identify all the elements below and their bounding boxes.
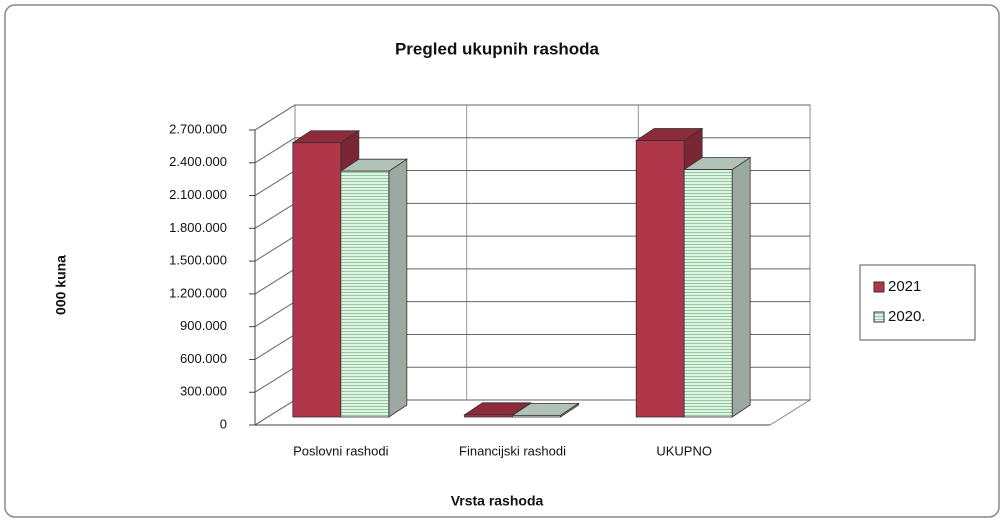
bar-side <box>731 156 751 418</box>
y-tick-label: 2.400.000 <box>169 154 227 169</box>
bar <box>635 140 685 418</box>
y-tick-label: 1.200.000 <box>169 285 227 300</box>
y-tick-label: 900.000 <box>180 318 227 333</box>
grid-line <box>254 137 296 164</box>
legend-swatch <box>873 311 885 323</box>
y-tick-label: 600.000 <box>180 351 227 366</box>
y-tick-label: 300.000 <box>180 384 227 399</box>
legend-swatch <box>873 281 885 293</box>
bar <box>292 142 342 418</box>
x-tick-label: Financijski rashodi <box>459 443 566 458</box>
bar <box>512 414 561 418</box>
grid-line <box>254 334 296 360</box>
legend-label: 2020. <box>888 308 926 325</box>
grid-line <box>254 301 296 328</box>
bar <box>683 169 733 418</box>
x-tick-label: Poslovni rashodi <box>293 443 388 458</box>
grid-line <box>254 104 296 131</box>
x-axis-label: Vrsta rashoda <box>451 493 544 509</box>
side-wall <box>254 104 296 426</box>
chart-title: Pregled ukupnih rashoda <box>395 39 600 58</box>
grid-line <box>254 366 296 393</box>
grid-line <box>254 202 296 229</box>
y-tick-label: 2.700.000 <box>169 121 227 136</box>
y-axis-label: 000 kuna <box>53 255 69 315</box>
x-tick-label: UKUPNO <box>656 443 712 458</box>
y-tick-label: 1.800.000 <box>169 220 227 235</box>
bar-side <box>388 158 408 418</box>
bar <box>340 170 390 418</box>
grid-line <box>254 268 296 295</box>
grid-line <box>254 170 296 196</box>
legend-box <box>859 264 976 341</box>
grid-line <box>254 399 296 426</box>
legend-label: 2021 <box>888 278 921 295</box>
y-tick-label: 2.100.000 <box>169 187 227 202</box>
bar <box>464 414 513 418</box>
y-tick-label: 0 <box>220 416 227 431</box>
y-tick-label: 1.500.000 <box>169 253 227 268</box>
grid-line <box>254 235 296 262</box>
